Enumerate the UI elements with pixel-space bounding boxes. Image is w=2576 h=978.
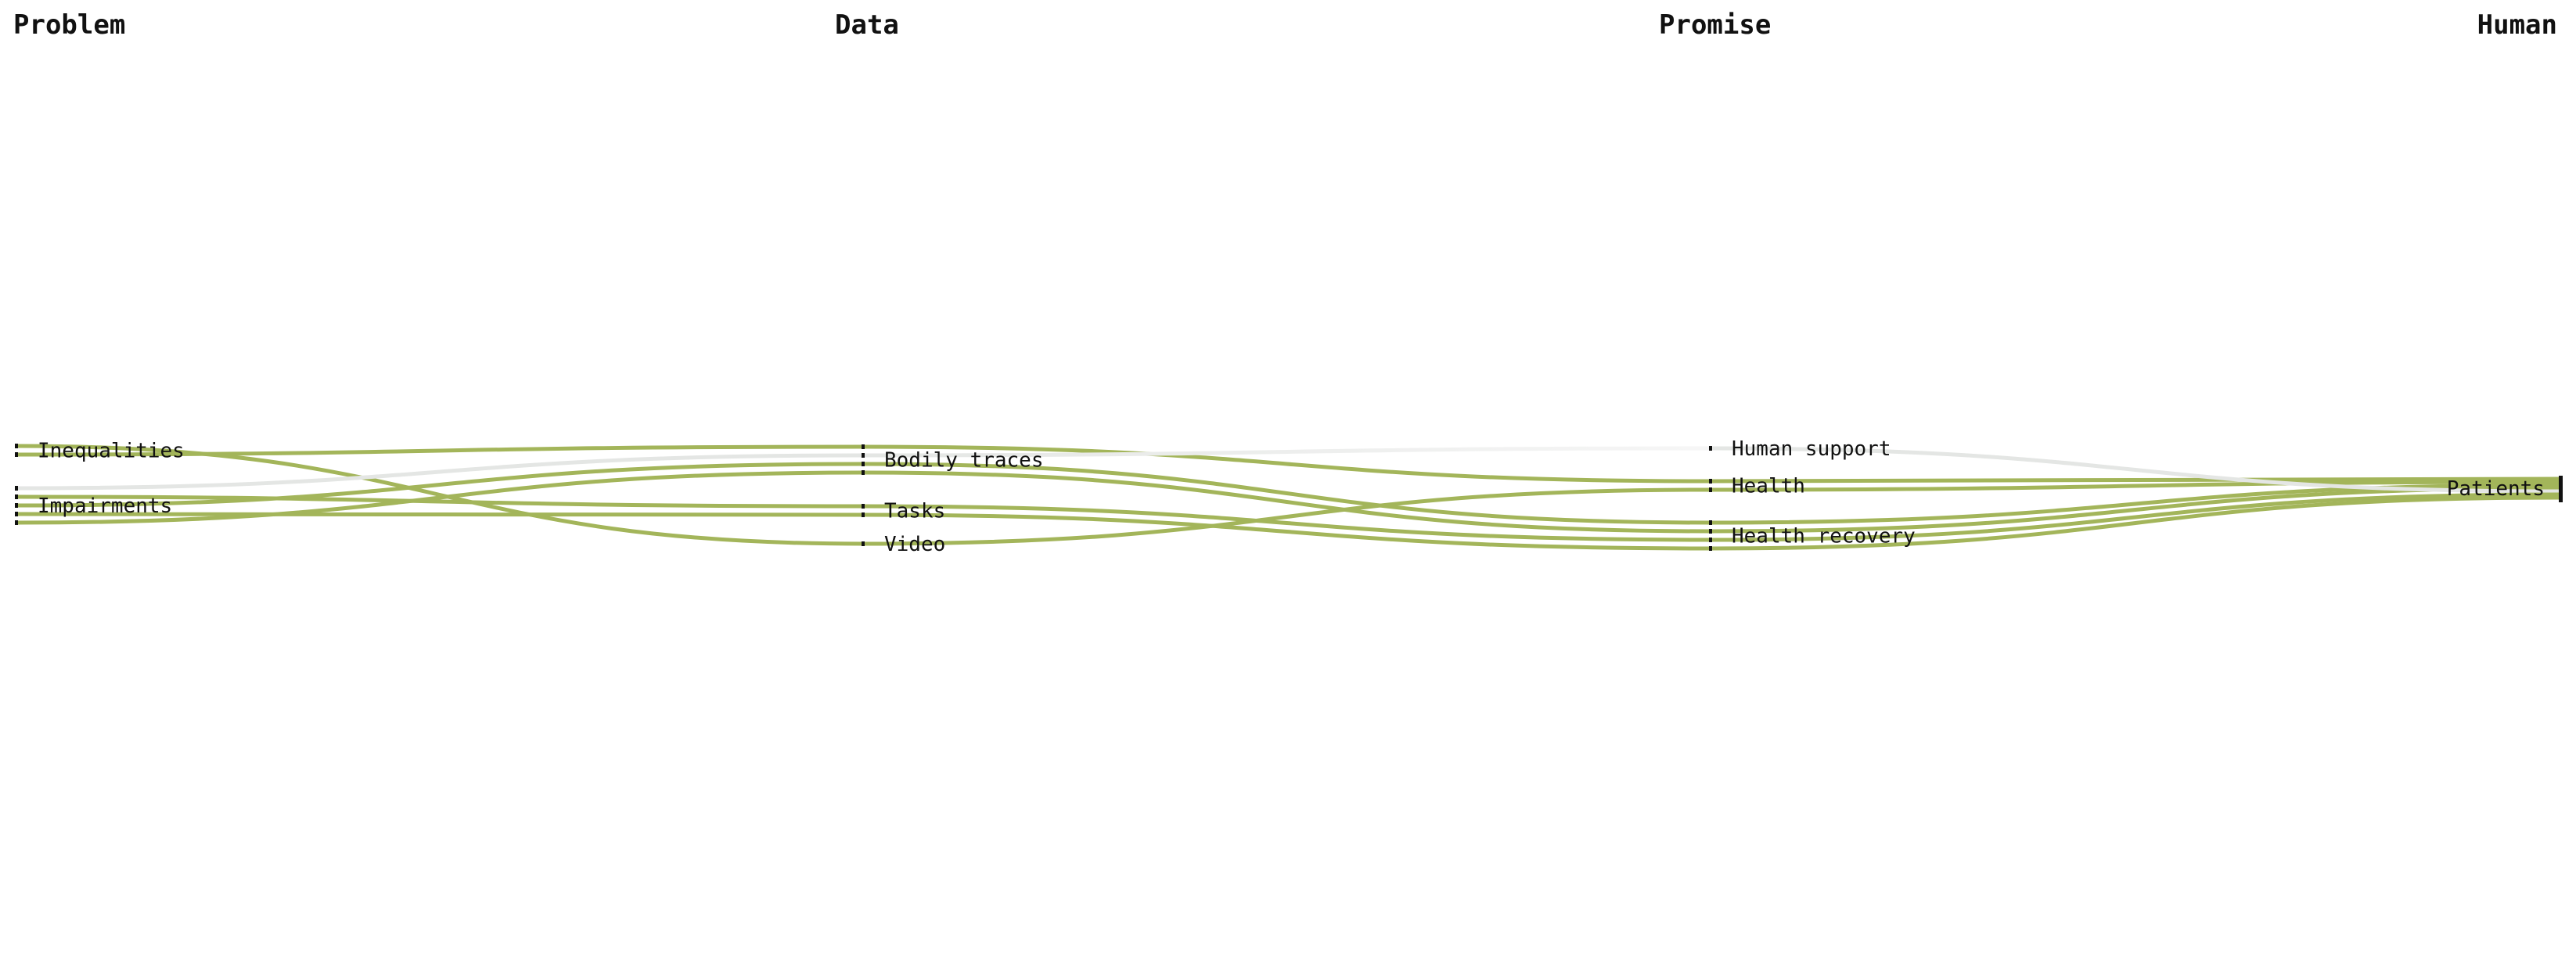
- node-tick: [15, 503, 18, 508]
- column-header-human: Human: [2477, 9, 2557, 41]
- node-label: Patients: [2447, 477, 2545, 501]
- node-label: Inequalities: [38, 440, 185, 463]
- flow-link-inequalities-to-video: [16, 444, 864, 546]
- node-impairments: Impairments: [15, 486, 172, 525]
- node-label: Bodily traces: [884, 449, 1044, 473]
- flow-link-impairments-to-bodily: [16, 470, 864, 525]
- flow-link-bodily-to-health_recovery: [862, 462, 1711, 525]
- node-tasks: Tasks: [862, 500, 945, 523]
- node-tick: [862, 444, 865, 449]
- flow-link-impairments-to-tasks: [16, 512, 864, 517]
- column-header-problem: Problem: [13, 9, 126, 41]
- node-bodily: Bodily traces: [862, 444, 1044, 475]
- node-tick: [1709, 487, 1712, 492]
- flow-link-bodily-to-health: [862, 444, 1711, 484]
- node-label: Health: [1732, 475, 1805, 498]
- flow-link-impairments-to-bodily: [16, 453, 864, 491]
- node-tick: [1709, 546, 1712, 551]
- flow-link-health_recovery-to-patients: [1710, 492, 2561, 542]
- node-tick: [15, 444, 18, 448]
- node-tick: [1709, 479, 1712, 484]
- node-tick: [15, 520, 18, 525]
- node-tick: [1709, 446, 1712, 451]
- node-tick: [1709, 520, 1712, 525]
- flow-link-tasks-to-health_recovery: [862, 504, 1711, 542]
- flow-link-video-to-health: [862, 487, 1711, 546]
- column-header-data: Data: [835, 9, 899, 41]
- node-tick: [15, 486, 18, 491]
- node-human_support: Human support: [1709, 437, 1891, 461]
- flow-link-impairments-to-bodily: [16, 462, 864, 508]
- node-inequalities: Inequalities: [15, 440, 185, 463]
- node-tick: [862, 512, 865, 517]
- node-health: Health: [1709, 475, 1805, 498]
- node-patients: Patients: [2447, 476, 2563, 502]
- node-tick: [862, 470, 865, 475]
- node-label: Tasks: [884, 500, 945, 523]
- node-tick: [15, 452, 18, 457]
- node-video: Video: [862, 533, 945, 556]
- flow-link-impairments-to-tasks: [16, 494, 864, 509]
- node-tick: [862, 453, 865, 458]
- node-tick: [862, 504, 865, 509]
- flow-link-health_recovery-to-patients: [1710, 495, 2561, 551]
- flow-link-health-to-patients: [1710, 476, 2561, 484]
- node-tick: [862, 462, 865, 466]
- flow-link-tasks-to-health_recovery: [862, 512, 1711, 551]
- node-bar: [2559, 476, 2563, 502]
- node-tick: [862, 541, 865, 546]
- node-tick: [15, 494, 18, 499]
- flow-link-human_support-to-patients: [1710, 446, 2561, 494]
- column-header-promise: Promise: [1659, 9, 1772, 41]
- node-label: Human support: [1732, 437, 1891, 461]
- node-health_recovery: Health recovery: [1709, 520, 1916, 551]
- node-label: Impairments: [38, 494, 172, 518]
- flow-link-health-to-patients: [1710, 480, 2561, 492]
- node-tick: [1709, 538, 1712, 542]
- flow-link-inequalities-to-bodily: [16, 444, 864, 457]
- flow-link-bodily-to-health_recovery: [862, 470, 1711, 534]
- node-label: Video: [884, 533, 945, 556]
- node-tick: [1709, 529, 1712, 534]
- flow-link-bodily-to-human_support: [862, 446, 1711, 458]
- node-tick: [15, 512, 18, 516]
- node-label: Health recovery: [1732, 525, 1916, 548]
